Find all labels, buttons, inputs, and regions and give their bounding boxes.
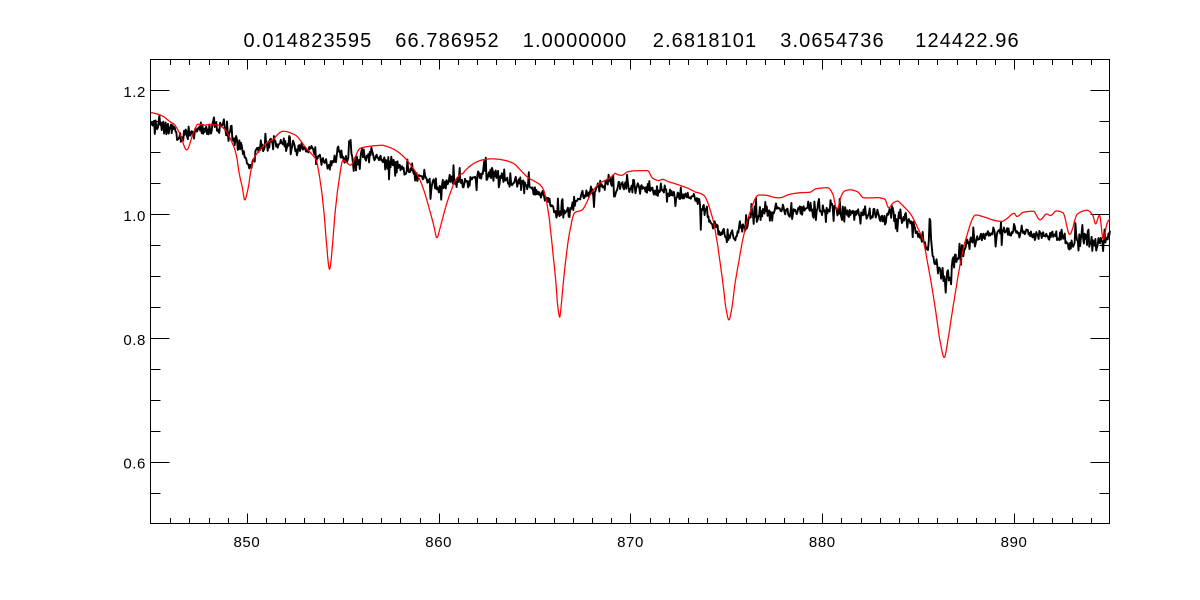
svg-text:2.6818101: 2.6818101 [653, 30, 757, 52]
svg-text:124422.96: 124422.96 [915, 30, 1019, 52]
svg-text:0.8: 0.8 [123, 332, 146, 349]
svg-text:1.0: 1.0 [123, 208, 146, 225]
svg-text:880: 880 [809, 534, 836, 551]
svg-text:1.0000000: 1.0000000 [523, 30, 627, 52]
svg-text:890: 890 [1001, 534, 1028, 551]
svg-text:0.6: 0.6 [123, 456, 146, 473]
svg-text:850: 850 [233, 534, 260, 551]
svg-text:1.2: 1.2 [123, 84, 146, 101]
svg-text:66.786952: 66.786952 [395, 30, 499, 52]
svg-text:3.0654736: 3.0654736 [780, 30, 884, 52]
svg-text:870: 870 [617, 534, 644, 551]
svg-text:0.014823595: 0.014823595 [243, 30, 372, 52]
svg-text:860: 860 [425, 534, 452, 551]
